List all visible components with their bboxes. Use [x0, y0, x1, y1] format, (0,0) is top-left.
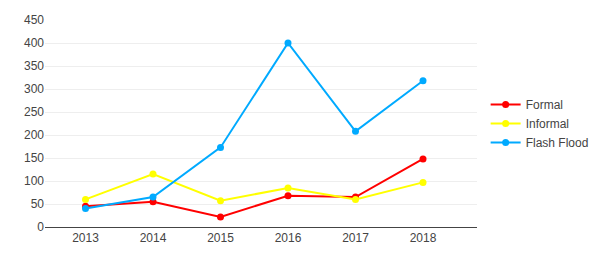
svg-text:200: 200 — [24, 128, 44, 142]
svg-text:2014: 2014 — [140, 231, 167, 245]
svg-text:350: 350 — [24, 59, 44, 73]
svg-text:0: 0 — [37, 220, 44, 234]
svg-text:2018: 2018 — [410, 231, 437, 245]
svg-text:450: 450 — [24, 13, 44, 27]
svg-text:Informal: Informal — [526, 117, 569, 131]
svg-text:400: 400 — [24, 36, 44, 50]
svg-text:2017: 2017 — [342, 231, 369, 245]
svg-text:Flash Flood: Flash Flood — [526, 136, 589, 150]
svg-text:250: 250 — [24, 105, 44, 119]
svg-text:2013: 2013 — [72, 231, 99, 245]
svg-text:Formal: Formal — [526, 98, 563, 112]
svg-text:2016: 2016 — [275, 231, 302, 245]
svg-text:50: 50 — [31, 197, 45, 211]
svg-text:100: 100 — [24, 174, 44, 188]
svg-text:300: 300 — [24, 82, 44, 96]
svg-text:2015: 2015 — [207, 231, 234, 245]
svg-text:150: 150 — [24, 151, 44, 165]
